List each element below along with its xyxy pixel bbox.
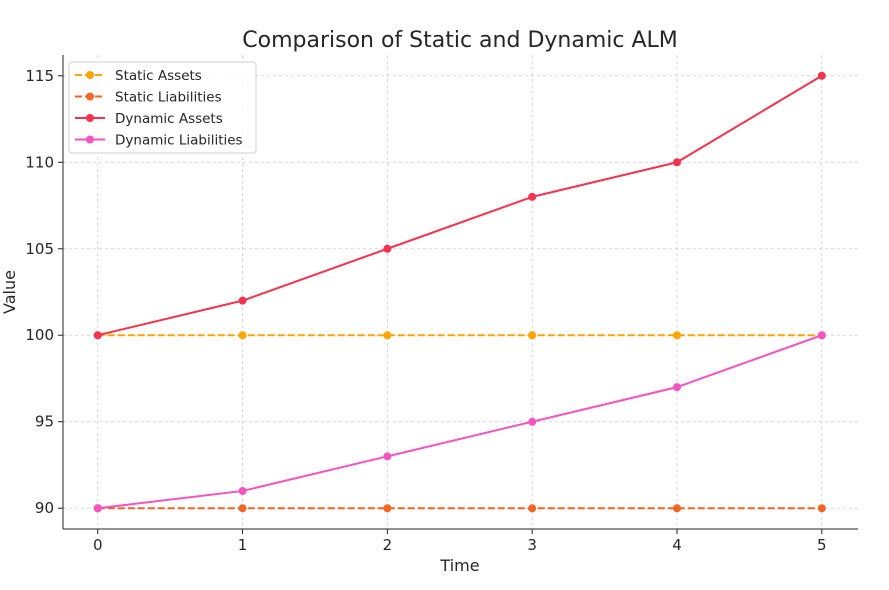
y-tick-label: 95 <box>35 413 54 431</box>
legend-label: Static Liabilities <box>115 90 222 106</box>
axes: 0 1 2 3 4 5 90 95 100 105 110 115 <box>25 55 858 554</box>
data-point <box>817 331 826 340</box>
y-tick-label: 100 <box>25 326 54 344</box>
data-point <box>383 452 392 461</box>
data-point <box>672 383 681 392</box>
data-point <box>528 192 537 201</box>
data-point <box>238 331 247 340</box>
legend-label: Static Assets <box>115 68 202 84</box>
series-static-liabilities <box>93 504 826 513</box>
series-dynamic-assets <box>93 71 826 340</box>
y-tick-label: 105 <box>25 240 54 258</box>
data-point <box>93 331 102 340</box>
legend: Static Assets Static Liabilities Dynamic A… <box>68 61 257 154</box>
x-tick-label: 3 <box>527 536 537 554</box>
x-tick-label: 2 <box>383 536 393 554</box>
x-axis-label: Time <box>439 556 479 575</box>
data-point <box>383 504 392 513</box>
legend-label: Dynamic Liabilities <box>115 133 243 149</box>
series-group <box>93 71 826 513</box>
x-tick-label: 1 <box>238 536 248 554</box>
data-point <box>528 331 537 340</box>
series-static-assets <box>93 331 826 340</box>
legend-swatch-marker <box>86 114 94 122</box>
data-point <box>528 417 537 426</box>
y-tick-label: 110 <box>25 153 54 171</box>
x-tick-label: 0 <box>93 536 103 554</box>
data-point <box>528 504 537 513</box>
data-point <box>672 331 681 340</box>
series-line <box>97 334 823 510</box>
y-axis-label: Value <box>0 270 19 314</box>
data-point <box>238 296 247 305</box>
chart-title: Comparison of Static and Dynamic ALM <box>242 28 678 53</box>
data-point <box>383 331 392 340</box>
data-point <box>93 504 102 513</box>
legend-box <box>68 61 257 154</box>
x-tick-label: 5 <box>817 536 827 554</box>
data-point <box>817 71 826 80</box>
legend-label: Dynamic Assets <box>115 111 223 127</box>
x-tick-label: 4 <box>672 536 682 554</box>
legend-swatch-marker <box>86 92 94 101</box>
data-point <box>238 486 247 495</box>
legend-swatch-marker <box>86 71 94 79</box>
series-dynamic-liabilities <box>93 331 826 513</box>
legend-swatch-marker <box>86 135 94 144</box>
data-point <box>238 504 247 513</box>
data-point <box>383 244 392 253</box>
y-tick-label: 115 <box>25 67 54 85</box>
data-point <box>672 504 681 513</box>
data-point <box>672 158 681 167</box>
y-tick-label: 90 <box>35 499 54 517</box>
data-point <box>817 504 826 513</box>
series-line <box>97 74 823 337</box>
